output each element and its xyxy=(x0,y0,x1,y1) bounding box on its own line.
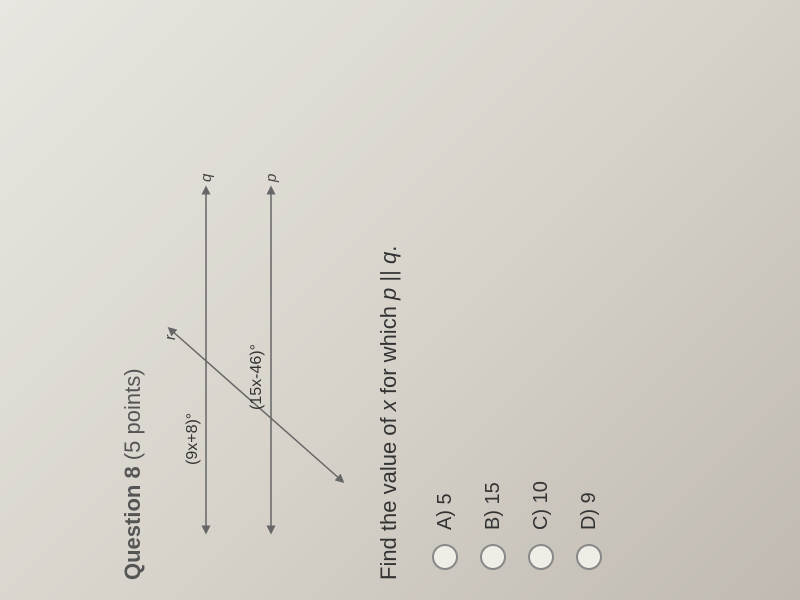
label-r: r xyxy=(162,335,179,340)
prompt-part-4: || xyxy=(376,264,401,288)
option-label: C) 10 xyxy=(530,481,553,530)
radio-icon[interactable] xyxy=(480,544,506,570)
option-label: A) 5 xyxy=(434,493,457,530)
option-a[interactable]: A) 5 xyxy=(432,20,458,570)
angle-bottom: (15x-46)° xyxy=(248,344,266,410)
prompt-part-2: for which xyxy=(376,300,401,400)
option-label: D) 9 xyxy=(578,492,601,530)
answer-options: A) 5 B) 15 C) 10 D) 9 xyxy=(432,20,602,570)
radio-icon[interactable] xyxy=(576,544,602,570)
option-c[interactable]: C) 10 xyxy=(528,20,554,570)
radio-icon[interactable] xyxy=(432,544,458,570)
option-b[interactable]: B) 15 xyxy=(480,20,506,570)
question-panel: Question 8 (5 points) q p r (9x+8)° (15x… xyxy=(100,0,800,600)
question-prompt: Find the value of x for which p || q. xyxy=(376,20,402,580)
geometry-diagram: q p r (9x+8)° (15x-46)° xyxy=(166,160,346,540)
label-q: q xyxy=(198,174,215,182)
prompt-part-5: q xyxy=(376,252,401,264)
prompt-part-0: Find the value of xyxy=(376,411,401,580)
prompt-part-3: p xyxy=(376,288,401,300)
label-p: p xyxy=(263,174,280,182)
question-number: Question 8 xyxy=(120,466,145,580)
angle-top: (9x+8)° xyxy=(184,413,202,465)
question-points: (5 points) xyxy=(120,368,145,460)
option-d[interactable]: D) 9 xyxy=(576,20,602,570)
option-label: B) 15 xyxy=(482,482,505,530)
prompt-part-6: . xyxy=(376,246,401,252)
prompt-part-1: x xyxy=(376,400,401,411)
question-header: Question 8 (5 points) xyxy=(120,20,146,580)
radio-icon[interactable] xyxy=(528,544,554,570)
